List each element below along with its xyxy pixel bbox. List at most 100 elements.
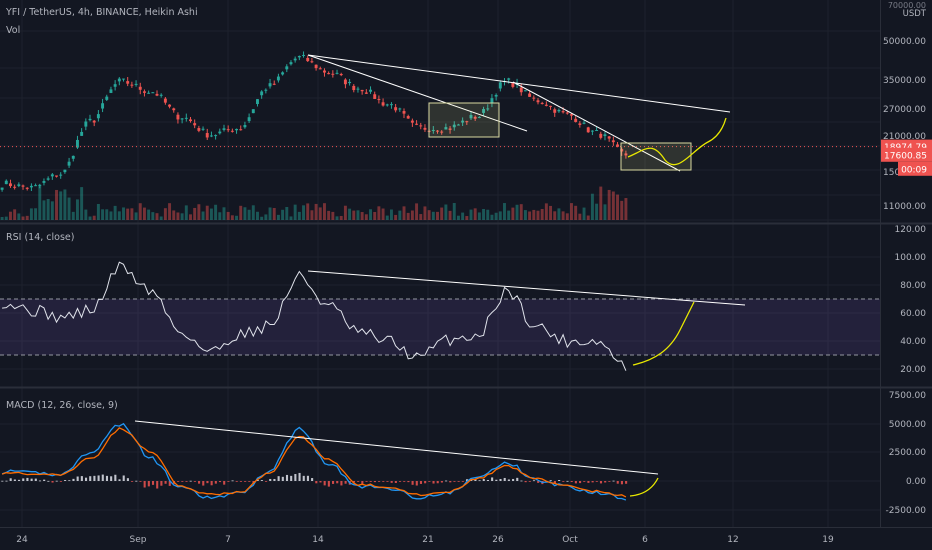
price-tick: 11000.00 — [883, 202, 926, 212]
candle-body — [122, 78, 125, 80]
volume-bar — [297, 211, 301, 220]
histogram-bar — [378, 481, 381, 482]
candle-body — [80, 131, 84, 136]
volume-bar — [193, 207, 197, 220]
volume-bar — [419, 214, 423, 220]
volume-bar — [230, 215, 234, 220]
volume-bar — [616, 194, 619, 220]
histogram-bar — [612, 480, 615, 482]
histogram-bar — [131, 481, 134, 482]
candle-body — [603, 134, 607, 137]
volume-bar — [251, 205, 255, 220]
candle-body — [281, 72, 285, 75]
volume-bar — [431, 211, 435, 220]
volume-bar — [184, 205, 188, 220]
histogram-bar — [491, 477, 494, 481]
candle-body — [113, 84, 117, 87]
volume-bar — [218, 212, 222, 220]
volume-bars — [0, 185, 628, 220]
candle-body — [360, 89, 364, 92]
candle-body — [151, 92, 155, 94]
candle-body — [264, 89, 268, 91]
volume-bar — [264, 214, 268, 220]
histogram-bar — [1, 480, 4, 482]
volume-bar — [117, 211, 121, 220]
volume-bar — [59, 191, 63, 220]
candle-body — [272, 83, 276, 85]
volume-bar — [67, 197, 71, 220]
volume-bar — [473, 208, 477, 220]
rsi-line[interactable] — [2, 261, 627, 371]
histogram-bar — [436, 481, 439, 484]
macd-signal-line[interactable] — [1, 427, 627, 498]
histogram-bar — [9, 478, 12, 481]
candle-body — [377, 99, 381, 101]
volume-bar — [302, 205, 305, 220]
candle-body — [369, 89, 372, 92]
histogram-bar — [51, 481, 54, 483]
candle-body — [373, 94, 377, 99]
candle-body — [381, 102, 385, 106]
histogram-bar — [101, 474, 104, 481]
histogram-bar — [315, 481, 318, 484]
volume-bar — [406, 212, 410, 220]
volume-bar — [260, 216, 264, 220]
candle-body — [540, 102, 544, 104]
candlestick-series[interactable] — [0, 51, 628, 192]
candle-body — [230, 130, 234, 132]
candle-body — [251, 109, 255, 114]
histogram-bar — [478, 480, 481, 482]
volume-bar — [381, 208, 385, 220]
volume-bar — [599, 186, 603, 220]
histogram-bar — [583, 481, 586, 482]
candle-body — [486, 108, 490, 110]
candle-body — [565, 112, 569, 114]
volume-bar — [306, 203, 310, 220]
volume-bar — [201, 211, 205, 220]
volume-bar — [268, 207, 272, 220]
trendline — [307, 54, 528, 132]
candle-body — [293, 58, 297, 61]
rsi-band — [0, 299, 880, 355]
histogram-bar — [520, 480, 523, 482]
histogram-bar — [407, 481, 410, 483]
histogram-bar — [143, 481, 146, 488]
histogram-bar — [507, 479, 510, 481]
volume-bar — [159, 216, 163, 220]
candle-body — [469, 114, 473, 119]
histogram-bar — [419, 481, 423, 484]
histogram-bar — [625, 481, 628, 484]
candle-body — [436, 130, 439, 132]
price-tick: 21000.00 — [883, 132, 926, 142]
candle-body — [268, 83, 272, 87]
candle-body — [0, 187, 4, 190]
histogram-bar — [26, 477, 29, 481]
candle-body — [101, 103, 105, 109]
candle-body — [410, 120, 414, 123]
time-axis[interactable]: 24 Sep 7 14 21 26 Oct 6 12 19 — [16, 535, 834, 545]
candle-body — [415, 123, 419, 125]
histogram-bar — [528, 481, 531, 482]
histogram-bar — [340, 481, 343, 486]
volume-bar — [620, 200, 624, 220]
histogram-bar — [558, 480, 561, 481]
histogram-bar — [319, 481, 322, 483]
candle-body — [289, 62, 293, 65]
volume-bar — [540, 208, 544, 220]
volume-bar — [335, 216, 339, 220]
candle-body — [180, 118, 184, 120]
histogram-bar — [579, 481, 582, 484]
pane-separators — [0, 0, 932, 528]
volume-bar — [343, 205, 347, 220]
price-axis[interactable]: 50000.0035000.0027000.0021000.0015000.00… — [881, 37, 932, 516]
histogram-bar — [294, 474, 297, 481]
histogram-bar — [281, 476, 284, 481]
histogram-bar — [290, 475, 293, 481]
volume-bar — [590, 193, 594, 220]
candle-body — [494, 94, 498, 97]
volume-bar — [327, 210, 331, 220]
macd-tick: 5000.00 — [889, 420, 926, 430]
candle-body — [75, 139, 79, 148]
histogram-bar — [537, 481, 540, 483]
